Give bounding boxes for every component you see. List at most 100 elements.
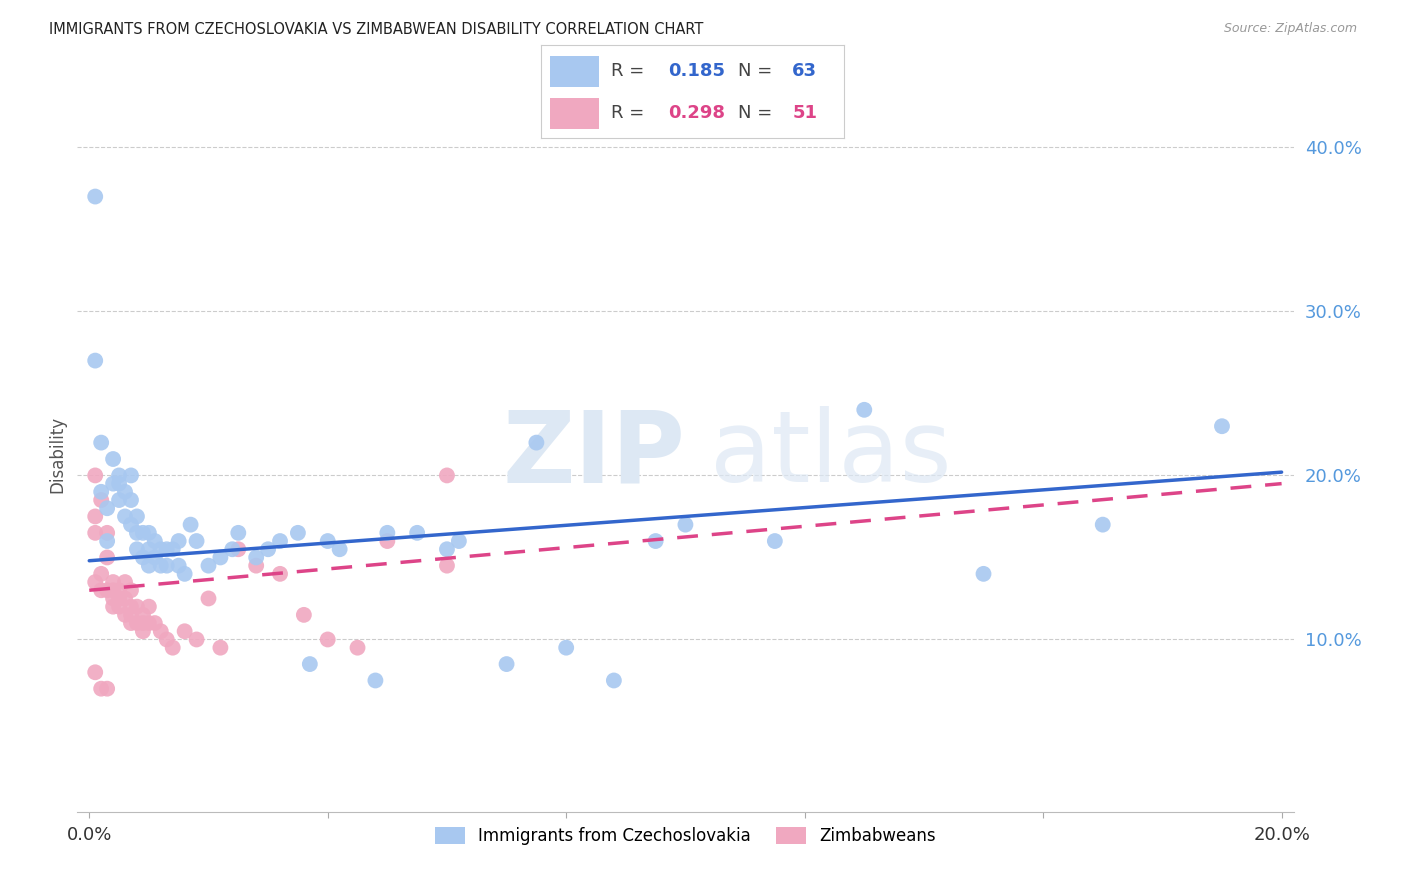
Text: 51: 51 — [792, 104, 817, 122]
Point — [90, 583, 112, 598]
Point — [120, 607, 142, 622]
Point — [162, 640, 184, 655]
Point — [108, 476, 131, 491]
Point — [114, 591, 136, 606]
Point — [120, 616, 142, 631]
Point — [84, 509, 107, 524]
Point — [973, 566, 995, 581]
Point — [269, 534, 291, 549]
Point — [364, 673, 387, 688]
Point — [120, 583, 142, 598]
Point — [114, 575, 136, 590]
Point — [120, 493, 142, 508]
Point — [495, 657, 517, 671]
Point — [292, 607, 315, 622]
Point — [436, 558, 458, 573]
Point — [108, 599, 131, 614]
Point — [269, 566, 291, 581]
Point — [436, 542, 458, 557]
Point — [156, 542, 179, 557]
Point — [149, 558, 172, 573]
Point — [298, 657, 321, 671]
Y-axis label: Disability: Disability — [48, 417, 66, 493]
Point — [90, 566, 112, 581]
Point — [108, 493, 131, 508]
Point — [90, 493, 112, 508]
Text: 63: 63 — [792, 62, 817, 80]
Point — [96, 501, 118, 516]
Point — [108, 583, 131, 598]
Point — [101, 452, 124, 467]
Point — [108, 468, 131, 483]
Point — [329, 542, 352, 557]
Text: 0.298: 0.298 — [668, 104, 725, 122]
Point — [114, 607, 136, 622]
Point — [138, 525, 160, 540]
Point — [96, 583, 118, 598]
Point — [132, 550, 155, 565]
Point — [84, 575, 107, 590]
Point — [167, 534, 190, 549]
Point — [125, 599, 148, 614]
Point — [555, 640, 578, 655]
Point — [96, 550, 118, 565]
Point — [101, 476, 124, 491]
Text: IMMIGRANTS FROM CZECHOSLOVAKIA VS ZIMBABWEAN DISABILITY CORRELATION CHART: IMMIGRANTS FROM CZECHOSLOVAKIA VS ZIMBAB… — [49, 22, 703, 37]
Point — [90, 484, 112, 499]
Point — [853, 402, 876, 417]
Point — [316, 534, 339, 549]
Point — [149, 624, 172, 639]
Point — [167, 558, 190, 573]
Text: atlas: atlas — [710, 407, 952, 503]
Point — [226, 525, 249, 540]
Point — [447, 534, 470, 549]
Point — [173, 624, 195, 639]
Point — [436, 468, 458, 483]
Point — [101, 575, 124, 590]
Point — [346, 640, 368, 655]
Point — [603, 673, 626, 688]
Point — [120, 517, 142, 532]
Point — [120, 599, 142, 614]
Text: R =: R = — [610, 104, 650, 122]
Text: R =: R = — [610, 62, 650, 80]
Point — [84, 189, 107, 203]
Point — [125, 525, 148, 540]
Point — [316, 632, 339, 647]
Point — [143, 550, 166, 565]
Point — [644, 534, 666, 549]
Point — [173, 566, 195, 581]
Point — [101, 583, 124, 598]
Point — [96, 681, 118, 696]
Point — [101, 591, 124, 606]
Point — [209, 640, 232, 655]
FancyBboxPatch shape — [550, 56, 599, 87]
Point — [143, 616, 166, 631]
Point — [108, 591, 131, 606]
Point — [120, 468, 142, 483]
Point — [1211, 419, 1233, 434]
Point — [245, 550, 267, 565]
Point — [125, 542, 148, 557]
Point — [257, 542, 280, 557]
Point — [221, 542, 243, 557]
Point — [375, 525, 398, 540]
Text: ZIP: ZIP — [502, 407, 686, 503]
Point — [132, 607, 155, 622]
Point — [186, 534, 208, 549]
Point — [162, 542, 184, 557]
Point — [114, 509, 136, 524]
Point — [125, 509, 148, 524]
Point — [524, 435, 547, 450]
Point — [125, 616, 148, 631]
Point — [138, 616, 160, 631]
Point — [180, 517, 202, 532]
Point — [406, 525, 429, 540]
Point — [138, 558, 160, 573]
Point — [96, 525, 118, 540]
Point — [156, 632, 179, 647]
Text: N =: N = — [738, 104, 778, 122]
Point — [186, 632, 208, 647]
Point — [84, 468, 107, 483]
Point — [101, 599, 124, 614]
